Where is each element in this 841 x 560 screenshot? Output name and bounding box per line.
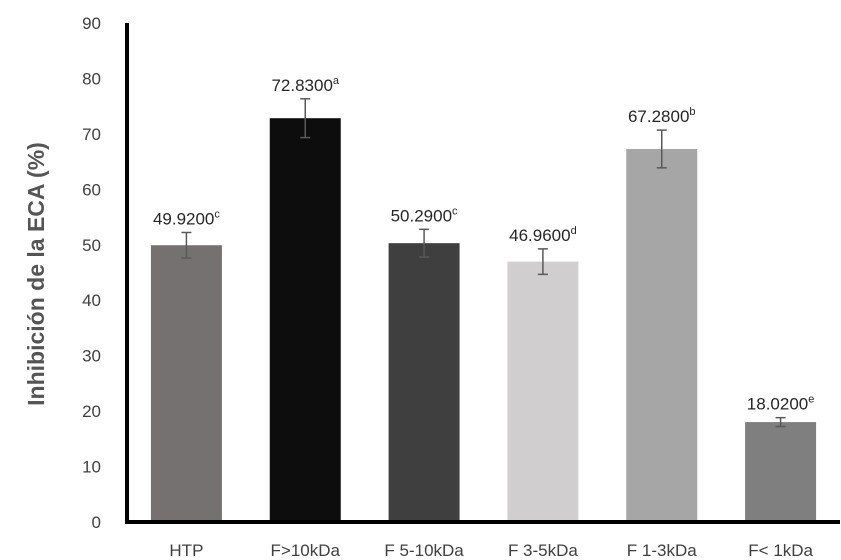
bar	[269, 118, 341, 522]
data-label: 49.9200c	[153, 208, 220, 228]
bar-series: 49.9200c 72.8300a 50.2900c 46.9600d 67.2800b…	[150, 75, 817, 523]
y-tick-label: 50	[82, 236, 101, 255]
x-tick-label: F 5-10kDa	[384, 541, 464, 560]
y-tick-label: 20	[82, 402, 101, 421]
data-label: 46.9600d	[509, 225, 577, 245]
bar	[745, 422, 817, 522]
x-tick-label: HTP	[169, 541, 203, 560]
x-tick-label: F>10kDa	[271, 541, 341, 560]
error-bar	[775, 416, 786, 428]
y-tick-label: 10	[82, 458, 101, 477]
y-tick-label: 80	[82, 69, 101, 88]
data-label: 18.0200e	[747, 394, 815, 414]
y-tick-label: 30	[82, 347, 101, 366]
data-label: 72.8300a	[271, 75, 339, 95]
bar	[507, 261, 579, 522]
error-bar	[419, 228, 430, 258]
error-bar	[537, 248, 548, 276]
y-tick-label: 90	[82, 14, 101, 33]
y-tick-label: 0	[92, 513, 101, 532]
x-axis-ticks: HTP F>10kDa F 5-10kDa F 3-5kDa F 1-3kDa F< 1k…	[169, 541, 813, 560]
error-bar	[181, 231, 192, 259]
bar	[150, 245, 222, 523]
x-tick-label: F< 1kDa	[748, 541, 813, 560]
y-tick-label: 70	[82, 125, 101, 144]
y-axis-label: Inhibición de la ECA (%)	[23, 142, 49, 406]
bar	[626, 148, 698, 522]
data-label: 50.2900c	[391, 205, 458, 225]
error-bar	[300, 98, 311, 139]
x-tick-label: F 1-3kDa	[627, 541, 697, 560]
y-tick-label: 60	[82, 180, 101, 199]
data-label: 67.2800b	[628, 106, 696, 126]
bar	[388, 243, 460, 522]
y-axis-ticks: 0 10 20 30 40 50 60 70 80 90	[82, 14, 101, 532]
error-bar	[656, 129, 667, 169]
x-tick-label: F 3-5kDa	[508, 541, 578, 560]
y-tick-label: 40	[82, 291, 101, 310]
